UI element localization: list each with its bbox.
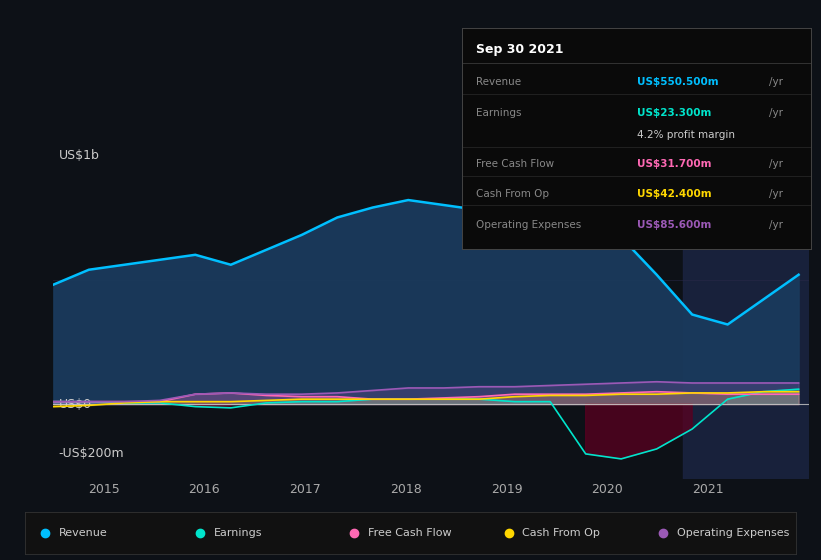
Text: /yr: /yr — [769, 108, 783, 118]
Text: 2017: 2017 — [289, 483, 321, 496]
Text: US$42.400m: US$42.400m — [637, 189, 711, 199]
Text: 2021: 2021 — [692, 483, 724, 496]
Text: Earnings: Earnings — [213, 529, 262, 538]
Text: Operating Expenses: Operating Expenses — [677, 529, 789, 538]
Text: /yr: /yr — [769, 77, 783, 87]
Text: US$85.600m: US$85.600m — [637, 221, 711, 231]
Text: /yr: /yr — [769, 189, 783, 199]
Text: Cash From Op: Cash From Op — [476, 189, 549, 199]
Text: Free Cash Flow: Free Cash Flow — [476, 158, 554, 169]
Text: US$0: US$0 — [58, 398, 91, 410]
Text: US$31.700m: US$31.700m — [637, 158, 711, 169]
Text: US$1b: US$1b — [58, 149, 99, 162]
Text: Free Cash Flow: Free Cash Flow — [368, 529, 452, 538]
Text: 2015: 2015 — [88, 483, 120, 496]
Bar — [683, 143, 821, 479]
Text: 2019: 2019 — [491, 483, 522, 496]
Text: Earnings: Earnings — [476, 108, 521, 118]
Text: Revenue: Revenue — [59, 529, 108, 538]
Text: 2020: 2020 — [591, 483, 623, 496]
Text: /yr: /yr — [769, 221, 783, 231]
Text: US$550.500m: US$550.500m — [637, 77, 718, 87]
Text: Operating Expenses: Operating Expenses — [476, 221, 581, 231]
Text: -US$200m: -US$200m — [58, 447, 124, 460]
Text: Sep 30 2021: Sep 30 2021 — [476, 44, 564, 57]
Text: 4.2% profit margin: 4.2% profit margin — [637, 130, 735, 140]
Text: 2016: 2016 — [189, 483, 220, 496]
Text: Revenue: Revenue — [476, 77, 521, 87]
Text: Cash From Op: Cash From Op — [522, 529, 600, 538]
Text: US$23.300m: US$23.300m — [637, 108, 711, 118]
Text: /yr: /yr — [769, 158, 783, 169]
Text: 2018: 2018 — [390, 483, 422, 496]
